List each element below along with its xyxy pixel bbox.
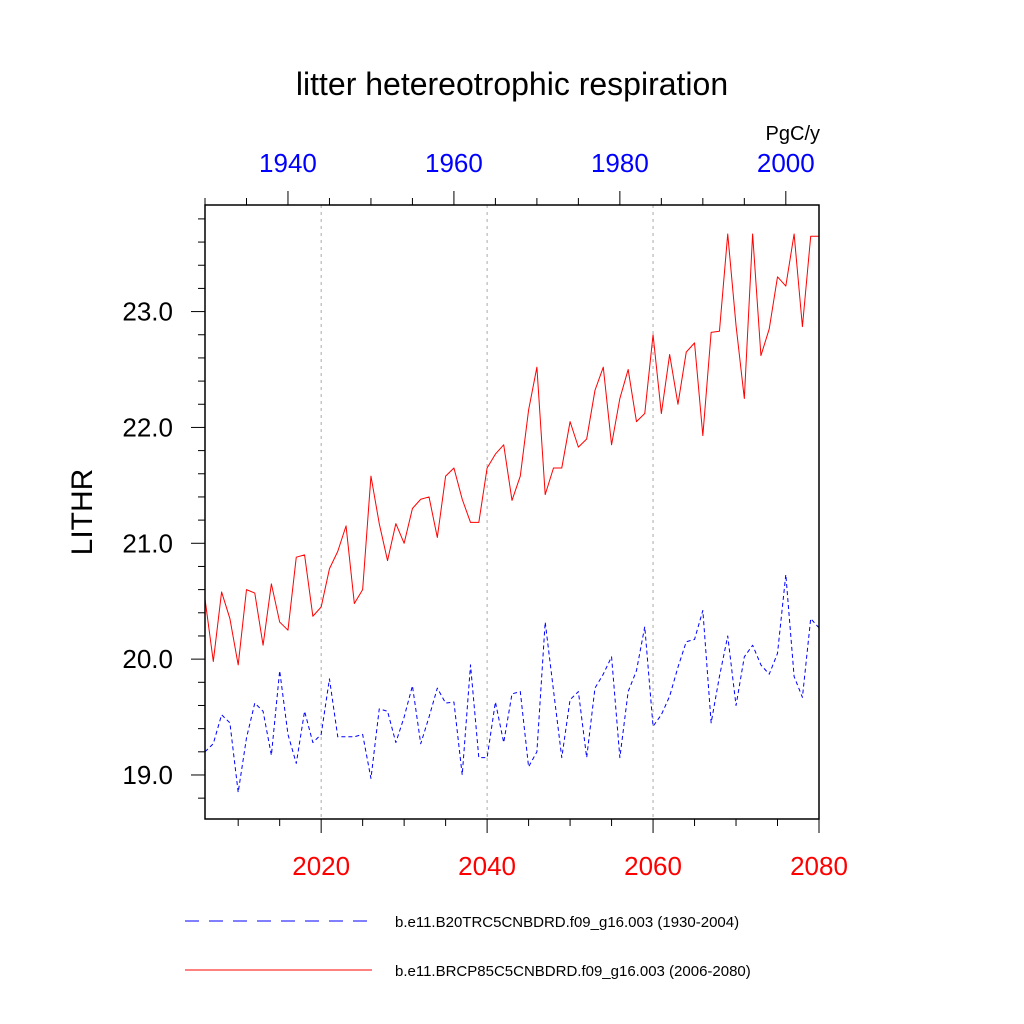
y-axis-label: LITHR (66, 469, 99, 556)
legend-label-rcp85: b.e11.BRCP85C5CNBDRD.f09_g16.003 (2006-2… (395, 963, 751, 980)
left-tick-label-20: 20.0 (122, 644, 173, 674)
top-tick-label-1940: 1940 (259, 148, 317, 178)
left-tick-label-21: 21.0 (122, 528, 173, 558)
legend-label-historical: b.e11.B20TRC5CNBDRD.f09_g16.003 (1930-20… (395, 914, 739, 931)
left-tick-label-23: 23.0 (122, 297, 173, 327)
top-tick-label-1960: 1960 (425, 148, 483, 178)
units-label: PgC/y (766, 123, 820, 145)
bottom-tick-label-2040: 2040 (458, 851, 516, 881)
legend: b.e11.B20TRC5CNBDRD.f09_g16.003 (1930-20… (185, 914, 751, 980)
top-tick-label-2000: 2000 (757, 148, 815, 178)
series-line-1 (204, 233, 819, 666)
tick-marks (191, 191, 820, 833)
series-layer (204, 233, 820, 793)
left-tick-label-22: 22.0 (122, 412, 173, 442)
gridlines (320, 205, 654, 819)
tick-labels: 2020 2040 2060 2080 1940 1960 1980 2000 19.0 20.0… (122, 148, 848, 881)
plot-frame (204, 204, 820, 820)
bottom-tick-label-2060: 2060 (624, 851, 682, 881)
top-tick-label-1980: 1980 (591, 148, 649, 178)
bottom-tick-label-2080: 2080 (790, 851, 848, 881)
bottom-tick-label-2020: 2020 (292, 851, 350, 881)
series-line-0 (204, 574, 820, 793)
left-tick-label-19: 19.0 (122, 760, 173, 790)
chart-title: litter hetereotrophic respiration (296, 66, 728, 102)
